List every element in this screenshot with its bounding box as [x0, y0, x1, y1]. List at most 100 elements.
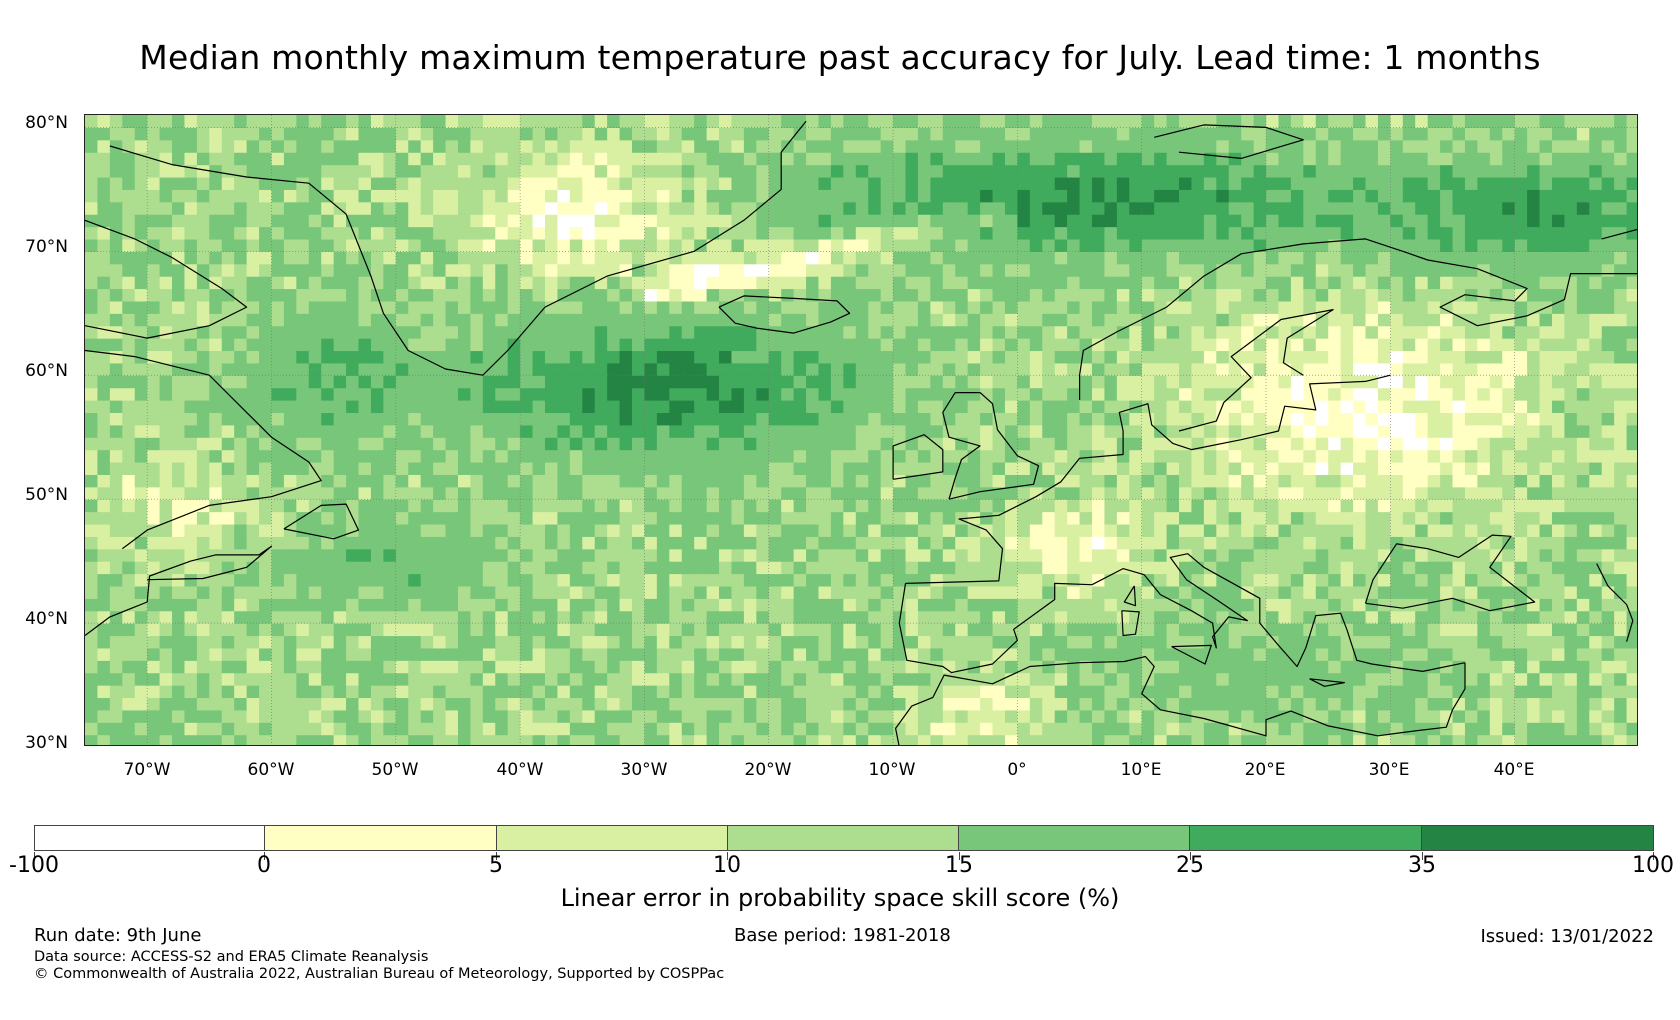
- skill-cell: [1154, 474, 1168, 488]
- skill-cell: [1601, 573, 1615, 587]
- skill-cell: [246, 437, 260, 451]
- skill-cell: [1564, 449, 1578, 463]
- skill-cell: [445, 437, 459, 451]
- skill-cell: [917, 610, 931, 624]
- skill-cell: [383, 647, 397, 661]
- skill-cell: [694, 561, 708, 575]
- skill-cell: [122, 437, 136, 451]
- skill-cell: [246, 499, 260, 513]
- skill-cell: [395, 288, 409, 302]
- skill-cell: [569, 511, 583, 525]
- skill-cell: [1440, 449, 1454, 463]
- skill-cell: [271, 263, 285, 277]
- skill-cell: [196, 734, 210, 745]
- skill-cell: [619, 499, 633, 513]
- skill-cell: [1427, 424, 1441, 438]
- skill-cell: [644, 486, 658, 500]
- skill-cell: [544, 623, 559, 637]
- skill-cell: [520, 635, 534, 649]
- skill-cell: [594, 573, 608, 587]
- skill-cell: [1340, 561, 1354, 575]
- skill-cell: [743, 511, 757, 525]
- skill-cell: [955, 709, 969, 723]
- skill-cell: [656, 536, 670, 550]
- skill-cell: [1514, 313, 1528, 327]
- skill-cell: [97, 722, 111, 736]
- skill-cell: [1440, 585, 1454, 599]
- skill-cell: [321, 486, 335, 500]
- skill-score-map[interactable]: [84, 114, 1638, 746]
- skill-cell: [408, 660, 422, 674]
- skill-cell: [420, 734, 434, 745]
- skill-cell: [880, 387, 894, 401]
- skill-cell: [271, 276, 285, 290]
- skill-cell: [656, 424, 670, 438]
- skill-cell: [1091, 251, 1106, 265]
- skill-cell: [445, 461, 459, 475]
- skill-cell: [1042, 499, 1056, 513]
- skill-cell: [1489, 449, 1503, 463]
- skill-cell: [1464, 313, 1478, 327]
- skill-cell: [271, 734, 285, 745]
- skill-cell: [196, 276, 210, 290]
- skill-cell: [433, 338, 447, 352]
- skill-cell: [1266, 276, 1280, 290]
- skill-cell: [1029, 313, 1043, 327]
- skill-cell: [1166, 288, 1180, 302]
- skill-cell: [283, 461, 297, 475]
- skill-cell: [1079, 387, 1093, 401]
- skill-cell: [1017, 722, 1031, 736]
- skill-cell: [495, 697, 509, 711]
- skill-cell: [619, 523, 633, 537]
- skill-cell: [1328, 610, 1342, 624]
- skill-cell: [1004, 424, 1018, 438]
- skill-cell: [370, 486, 384, 500]
- skill-cell: [1464, 350, 1478, 364]
- skill-cell: [1166, 387, 1180, 401]
- skill-cell: [992, 338, 1006, 352]
- skill-cell: [855, 486, 869, 500]
- skill-cell: [706, 362, 720, 376]
- skill-cell: [308, 263, 322, 277]
- skill-cell: [1042, 647, 1056, 661]
- skill-cell: [719, 647, 733, 661]
- skill-cell: [1365, 672, 1379, 686]
- skill-cell: [1042, 437, 1056, 451]
- skill-cell: [1067, 722, 1081, 736]
- skill-cell: [1054, 325, 1068, 339]
- skill-cell: [358, 585, 372, 599]
- skill-cell: [196, 610, 210, 624]
- skill-cell: [1427, 511, 1441, 525]
- skill-cell: [1390, 313, 1404, 327]
- skill-cell: [383, 412, 397, 426]
- skill-cell: [1626, 536, 1637, 550]
- skill-cell: [433, 697, 447, 711]
- skill-cell: [719, 437, 733, 451]
- skill-cell: [582, 276, 596, 290]
- skill-cell: [1589, 561, 1603, 575]
- skill-cell: [495, 499, 509, 513]
- skill-cell: [1551, 647, 1566, 661]
- skill-cell: [358, 647, 372, 661]
- skill-cell: [196, 523, 210, 537]
- skill-cell: [917, 313, 931, 327]
- skill-cell: [619, 362, 633, 376]
- skill-cell: [656, 474, 670, 488]
- skill-cell: [793, 523, 807, 537]
- skill-cell: [395, 697, 409, 711]
- skill-cell: [1601, 561, 1615, 575]
- skill-cell: [793, 338, 807, 352]
- skill-cell: [731, 635, 745, 649]
- skill-cell: [756, 424, 770, 438]
- skill-cell: [544, 660, 559, 674]
- skill-cell: [1527, 412, 1541, 426]
- skill-cell: [681, 523, 695, 537]
- skill-cell: [1589, 313, 1603, 327]
- skill-cell: [1527, 623, 1541, 637]
- skill-cell: [308, 561, 322, 575]
- skill-cell: [420, 523, 434, 537]
- skill-cell: [1489, 585, 1503, 599]
- skill-cell: [694, 449, 708, 463]
- skill-cell: [333, 400, 347, 414]
- skill-cell: [1576, 734, 1590, 745]
